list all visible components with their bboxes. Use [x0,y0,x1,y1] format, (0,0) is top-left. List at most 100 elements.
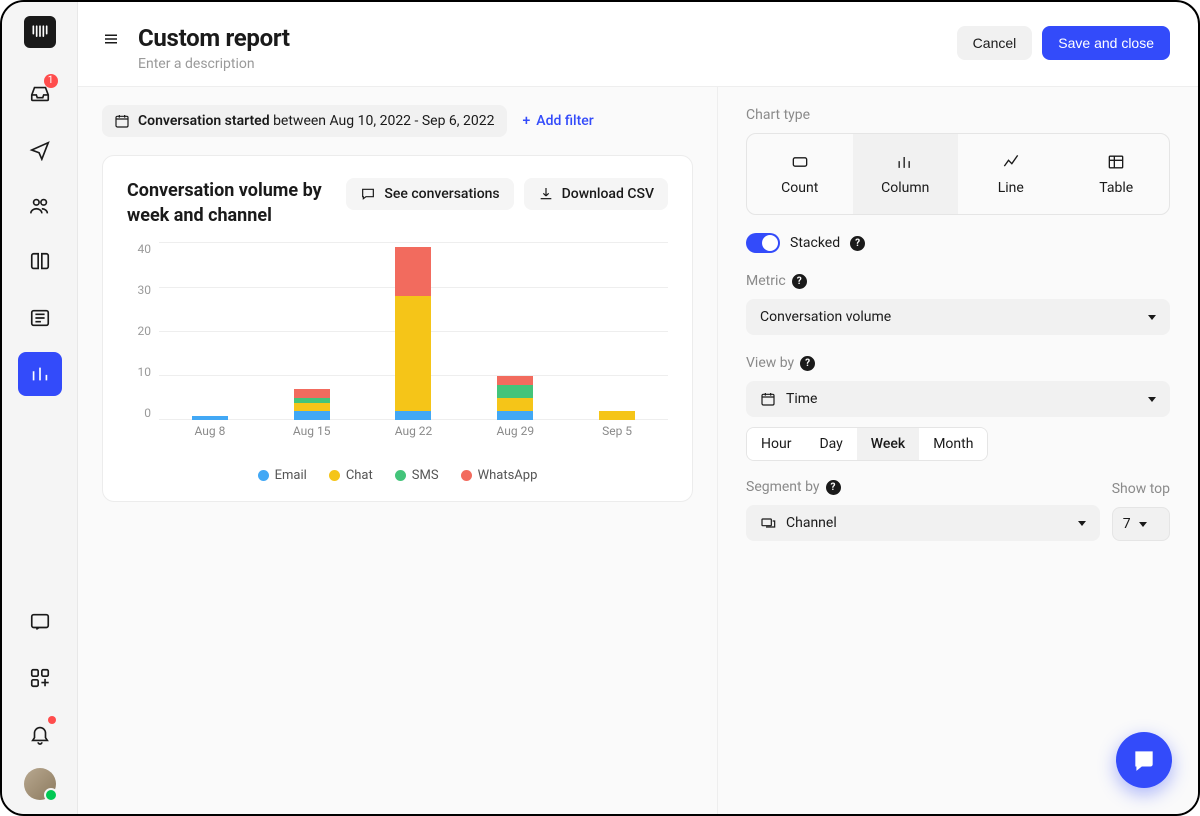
help-icon[interactable]: ? [800,356,815,371]
chevron-down-icon [1148,397,1156,402]
legend-swatch [258,470,269,481]
bar-stack [497,376,533,420]
legend-swatch [395,470,406,481]
cancel-button[interactable]: Cancel [957,26,1033,60]
nav-conversations[interactable] [18,600,62,644]
bar-segment-chat [294,403,330,412]
chart-type-option-table[interactable]: Table [1064,134,1170,214]
bar-segment-whatsapp [395,247,431,296]
page-description-input[interactable]: Enter a description [138,56,957,72]
stacked-column-chart: 403020100 Aug 8Aug 15Aug 22Aug 29Sep 5 [127,242,668,442]
legend-swatch [461,470,472,481]
download-csv-button[interactable]: Download CSV [524,178,668,210]
see-conversations-button[interactable]: See conversations [346,178,513,210]
nav-contacts[interactable] [18,184,62,228]
time-grain-option-month[interactable]: Month [919,428,987,460]
x-tick-label: Aug 8 [180,424,240,442]
bar-stack [192,416,228,420]
page-title: Custom report [138,24,957,52]
save-button[interactable]: Save and close [1042,26,1170,60]
chart-type-option-label: Count [781,180,818,196]
chart-type-option-label: Line [998,180,1024,196]
download-csv-label: Download CSV [562,186,654,202]
legend-item-email: Email [258,468,307,483]
channel-icon [760,515,776,531]
chart-type-option-label: Column [881,180,929,196]
add-filter-button[interactable]: + Add filter [523,113,594,129]
help-icon[interactable]: ? [850,236,865,251]
legend-label: Chat [346,468,373,483]
nav-news[interactable] [18,296,62,340]
nav-inbox[interactable]: 1 [18,72,62,116]
config-panel: Chart type CountColumnLineTable Stacked … [718,87,1198,814]
chart-type-option-column[interactable]: Column [853,134,959,214]
chart-legend: Email Chat SMS WhatsApp [127,468,668,483]
view-by-value: Time [786,391,817,407]
chevron-down-icon [1078,521,1086,526]
metric-label: Metric [746,273,786,289]
metric-value: Conversation volume [760,309,891,325]
filter-label-rest: between Aug 10, 2022 - Sep 6, 2022 [270,113,495,129]
nav-apps[interactable] [18,656,62,700]
legend-item-whatsapp: WhatsApp [461,468,538,483]
date-filter-pill[interactable]: Conversation started between Aug 10, 202… [102,105,507,137]
app-logo[interactable] [24,16,56,48]
y-axis-labels: 403020100 [127,242,151,420]
nav-articles[interactable] [18,240,62,284]
y-tick-label: 0 [127,406,151,420]
chart-type-option-line[interactable]: Line [958,134,1064,214]
nav-reports[interactable] [18,352,62,396]
chart-type-selector: Count Column Line Table [746,133,1170,215]
y-tick-label: 10 [127,365,151,379]
calendar-icon [114,113,130,129]
bar-segment-chat [497,398,533,411]
bar-segment-email [294,411,330,420]
view-by-select[interactable]: Time [746,381,1170,417]
stacked-toggle[interactable] [746,233,780,253]
bar-segment-whatsapp [294,389,330,398]
x-tick-label: Aug 29 [485,424,545,442]
segment-by-select[interactable]: Channel [746,505,1100,541]
nav-send[interactable] [18,128,62,172]
bar-stack [294,389,330,420]
time-grain-option-week[interactable]: Week [857,428,919,460]
help-icon[interactable]: ? [826,480,841,495]
x-tick-label: Aug 15 [282,424,342,442]
legend-label: WhatsApp [478,468,538,483]
segment-by-label: Segment by [746,479,820,495]
time-grain-option-day[interactable]: Day [805,428,856,460]
bar-stack [599,411,635,420]
time-grain-option-hour[interactable]: Hour [747,428,805,460]
inbox-badge: 1 [44,74,58,88]
bar-segment-whatsapp [497,376,533,385]
x-axis-labels: Aug 8Aug 15Aug 22Aug 29Sep 5 [159,424,668,442]
metric-select[interactable]: Conversation volume [746,299,1170,335]
show-top-value: 7 [1123,516,1131,532]
show-top-label: Show top [1112,481,1170,497]
add-filter-label: Add filter [536,113,593,129]
show-top-select[interactable]: 7 [1112,507,1170,541]
nav-notifications[interactable] [18,712,62,756]
segment-by-value: Channel [786,515,837,531]
chat-icon [360,186,376,202]
legend-swatch [329,470,340,481]
legend-label: SMS [412,468,439,483]
chart-type-option-count[interactable]: Count [747,134,853,214]
chart-bars [159,242,668,420]
calendar-icon [760,391,776,407]
page-header: Custom report Enter a description Cancel… [78,2,1198,86]
y-tick-label: 40 [127,242,151,256]
user-avatar[interactable] [24,768,56,800]
stacked-label: Stacked [790,235,840,251]
bar-stack [395,247,431,421]
x-tick-label: Sep 5 [587,424,647,442]
y-tick-label: 20 [127,324,151,338]
menu-toggle-icon[interactable] [102,30,120,52]
chart-title: Conversation volume by week and channel [127,178,336,228]
bar-segment-email [395,411,431,420]
messenger-fab[interactable] [1116,732,1172,788]
filter-label-bold: Conversation started [138,113,270,129]
download-icon [538,186,554,202]
help-icon[interactable]: ? [792,274,807,289]
notification-dot [48,716,56,724]
